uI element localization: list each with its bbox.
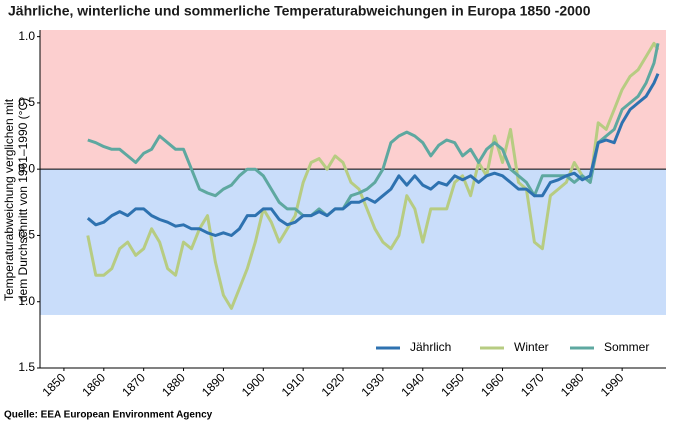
y-label-line: dem Durchschnitt von 1961–1990 (°C) <box>16 98 30 302</box>
y-tick-label: 0.0 <box>18 161 35 175</box>
y-label-line: Temperaturabweichung verglichen mit <box>2 98 16 301</box>
band <box>40 30 666 170</box>
x-tick-label: 1930 <box>358 370 387 399</box>
y-tick-label: 0.5 <box>18 95 35 109</box>
legend-label: Winter <box>514 340 549 354</box>
x-tick-label: 1880 <box>159 370 188 399</box>
series-line <box>86 41 660 310</box>
y-tick-label: 1.0 <box>18 294 35 308</box>
legend-item: Winter <box>480 340 549 354</box>
legend-item: Jährlich <box>376 340 451 354</box>
y-tick-label: 1.5 <box>18 360 35 374</box>
x-tick-label: 1920 <box>319 370 348 399</box>
x-tick-label: 1940 <box>398 370 427 399</box>
y-label: Temperaturabweichung verglichen mit dem … <box>2 98 30 302</box>
x-tick-label: 1970 <box>518 370 547 399</box>
y-tick-label: 1.0 <box>18 29 35 43</box>
x-tick-label: 1980 <box>558 370 587 399</box>
legend-label: Jährlich <box>410 340 451 354</box>
y-tick-label: 0.5 <box>18 228 35 242</box>
legend-item: Sommer <box>570 340 649 354</box>
x-tick-label: 1910 <box>279 370 308 399</box>
source: Quelle: EEA European Environment Agency <box>4 410 213 421</box>
x-tick-label: 1950 <box>438 370 467 399</box>
series-line <box>86 73 660 237</box>
x-tick-label: 1890 <box>199 370 228 399</box>
x-tick-label: 1850 <box>40 370 69 399</box>
x-tick-label: 1990 <box>598 370 627 399</box>
x-tick-label: 1860 <box>79 370 108 399</box>
legend-label: Sommer <box>604 340 649 354</box>
x-tick-label: 1870 <box>119 370 148 399</box>
band <box>40 169 666 315</box>
chart-title: Jährliche, winterliche und sommerliche T… <box>8 3 591 19</box>
x-tick-label: 1960 <box>478 370 507 399</box>
x-tick-label: 1900 <box>239 370 268 399</box>
